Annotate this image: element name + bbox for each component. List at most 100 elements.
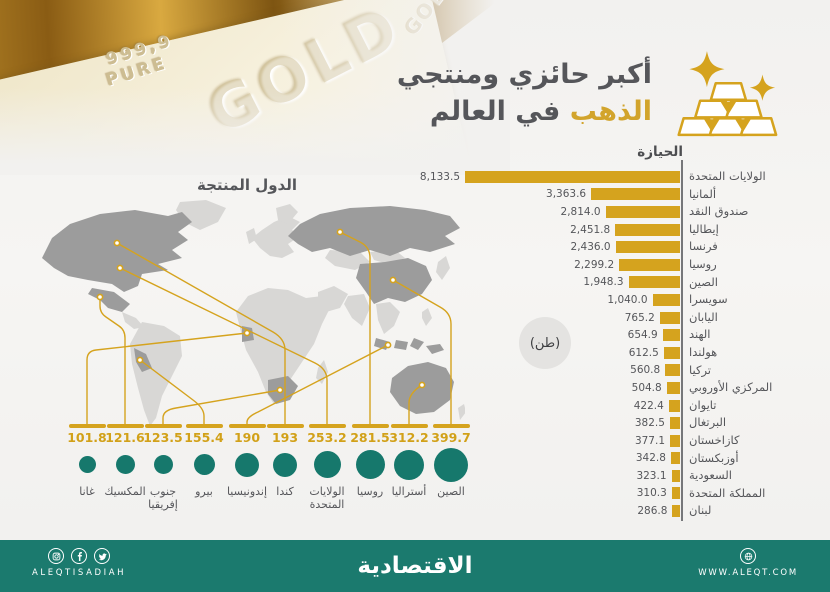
holdings-row: 8,133.5: [418, 168, 680, 186]
footer-bar: ALEQTISADIAH الاقتصادية WWW.ALEQT.COM: [0, 540, 830, 592]
holdings-value: 422.4: [633, 399, 664, 412]
producer-item: 312.2 أستراليا: [383, 424, 435, 498]
producer-tick-bar: [432, 424, 470, 428]
producer-bubble: [355, 450, 385, 479]
producer-country-label: روسيا: [356, 484, 384, 498]
holdings-bar: [628, 276, 680, 289]
producer-value: 193: [271, 429, 299, 445]
producer-bubble-box: [394, 445, 424, 485]
holdings-row: 2,299.2: [418, 256, 680, 274]
holdings-country-label: تايوان: [689, 397, 717, 412]
footer-website-block: WWW.ALEQT.COM: [698, 548, 798, 578]
producer-country-label: المكسيك: [104, 484, 146, 498]
holdings-value: 504.8: [631, 381, 662, 394]
title-gold-word: الذهب: [569, 96, 652, 127]
holdings-value: 765.2: [624, 311, 655, 324]
producer-tick-bar: [351, 424, 389, 428]
holdings-bar: [669, 417, 680, 430]
map-japan: [436, 256, 450, 280]
holdings-country-label: إيطاليا: [689, 221, 719, 236]
page-title: أكبر حائزي ومنتجي الذهب في العالم: [397, 56, 652, 130]
producer-country-label: إندونيسيا: [226, 484, 268, 498]
producer-value: 190: [233, 429, 261, 445]
twitter-icon[interactable]: [94, 548, 111, 564]
holdings-country-label: المملكة المتحدة: [689, 485, 766, 500]
facebook-icon[interactable]: [71, 548, 88, 564]
footer-social-block: ALEQTISADIAH: [32, 548, 126, 578]
gold-bar-photo: 999,9PURE GOLD GOL: [0, 0, 510, 175]
producer-bubble: [434, 447, 468, 482]
holdings-country-label: الولايات المتحدة: [689, 169, 766, 183]
holdings-row: 286.8: [418, 502, 680, 520]
holdings-row: 560.8: [418, 362, 680, 380]
holdings-country-label: أوزبكستان: [689, 450, 739, 465]
holdings-value: 342.8: [635, 452, 666, 465]
producer-value: 155.4: [184, 429, 224, 445]
globe-icon: [740, 548, 757, 564]
producer-country-label: كندا: [276, 484, 294, 498]
instagram-icon[interactable]: [48, 548, 65, 564]
holdings-bar: [670, 434, 680, 447]
holdings-value: 1,948.3: [583, 276, 624, 289]
producer-country-label: بيرو: [195, 484, 213, 498]
holdings-bar: [671, 469, 680, 482]
map-country-dots: [96, 228, 426, 394]
holdings-country-label: لبنان: [689, 503, 712, 518]
holdings-value: 2,451.8: [570, 223, 611, 236]
holdings-country-label: سويسرا: [689, 292, 728, 307]
producer-bubble: [153, 455, 173, 474]
footer-handle: ALEQTISADIAH: [32, 568, 127, 578]
holdings-bar: [672, 505, 680, 518]
holdings-value: 382.5: [634, 417, 665, 430]
holdings-row: 422.4: [418, 397, 680, 415]
holdings-value: 1,040.0: [607, 293, 648, 306]
map-se-asia: [376, 302, 400, 334]
holdings-value: 560.8: [630, 364, 661, 377]
map-africa: [236, 288, 330, 404]
holdings-country-label: المركزي الأوروبي: [689, 380, 773, 395]
producer-item: 155.4 بيرو: [178, 424, 230, 498]
producer-value: 121.6: [105, 429, 145, 445]
holdings-row: 342.8: [418, 450, 680, 468]
producer-value: 281.5: [350, 429, 390, 445]
holdings-country-label: روسيا: [689, 256, 717, 271]
holdings-bar: [605, 205, 680, 218]
producer-bubble-box: [313, 445, 341, 485]
producer-country-label: جنوب إفريقيا: [148, 484, 178, 512]
holdings-row: 382.5: [418, 414, 680, 432]
holdings-value: 2,299.2: [574, 258, 615, 271]
holdings-row: 377.1: [418, 432, 680, 450]
map-north-america: [42, 210, 192, 292]
holdings-country-label: الهند: [689, 327, 711, 342]
title-line-1: أكبر حائزي ومنتجي: [396, 59, 652, 90]
holdings-bar: [670, 452, 680, 465]
holdings-labels-column: الولايات المتحدة ألمانيا صندوق النقد إيطالي…: [689, 168, 829, 520]
producer-item: 253.2 الولايات المتحدة: [301, 424, 353, 512]
map-middle-east: [318, 286, 348, 312]
holdings-row: 323.1: [418, 467, 680, 485]
producer-tick-bar: [228, 424, 266, 428]
holdings-chart-title: الحيازة: [637, 144, 683, 160]
holdings-value: 3,363.6: [546, 188, 587, 201]
holdings-bar: [671, 487, 680, 500]
holdings-bar: [668, 399, 680, 412]
holdings-bars-column: 8,133.5 3,363.6 2,814.0 2,451.8 2,436.0 2,299…: [418, 168, 680, 520]
gold-bars-icon: [677, 51, 778, 137]
producer-bubble: [193, 454, 215, 475]
map-connector-lines: [86, 231, 452, 426]
producer-value: 312.2: [389, 429, 429, 445]
holdings-bar: [615, 223, 680, 236]
producer-bubble: [273, 452, 297, 477]
holdings-bar: [591, 188, 680, 201]
footer-website[interactable]: WWW.ALEQT.COM: [698, 568, 798, 578]
map-new-zealand: [458, 404, 465, 420]
producer-bubble-box: [273, 445, 297, 485]
holdings-value: 2,436.0: [570, 241, 611, 254]
producer-bubble-box: [115, 445, 135, 485]
producer-bubble-box: [193, 445, 215, 485]
producer-item: 123.5 جنوب إفريقيا: [137, 424, 189, 512]
producer-bubble: [313, 451, 341, 478]
producer-bubble: [78, 456, 96, 473]
producer-item: 399.7 الصين: [425, 424, 477, 498]
